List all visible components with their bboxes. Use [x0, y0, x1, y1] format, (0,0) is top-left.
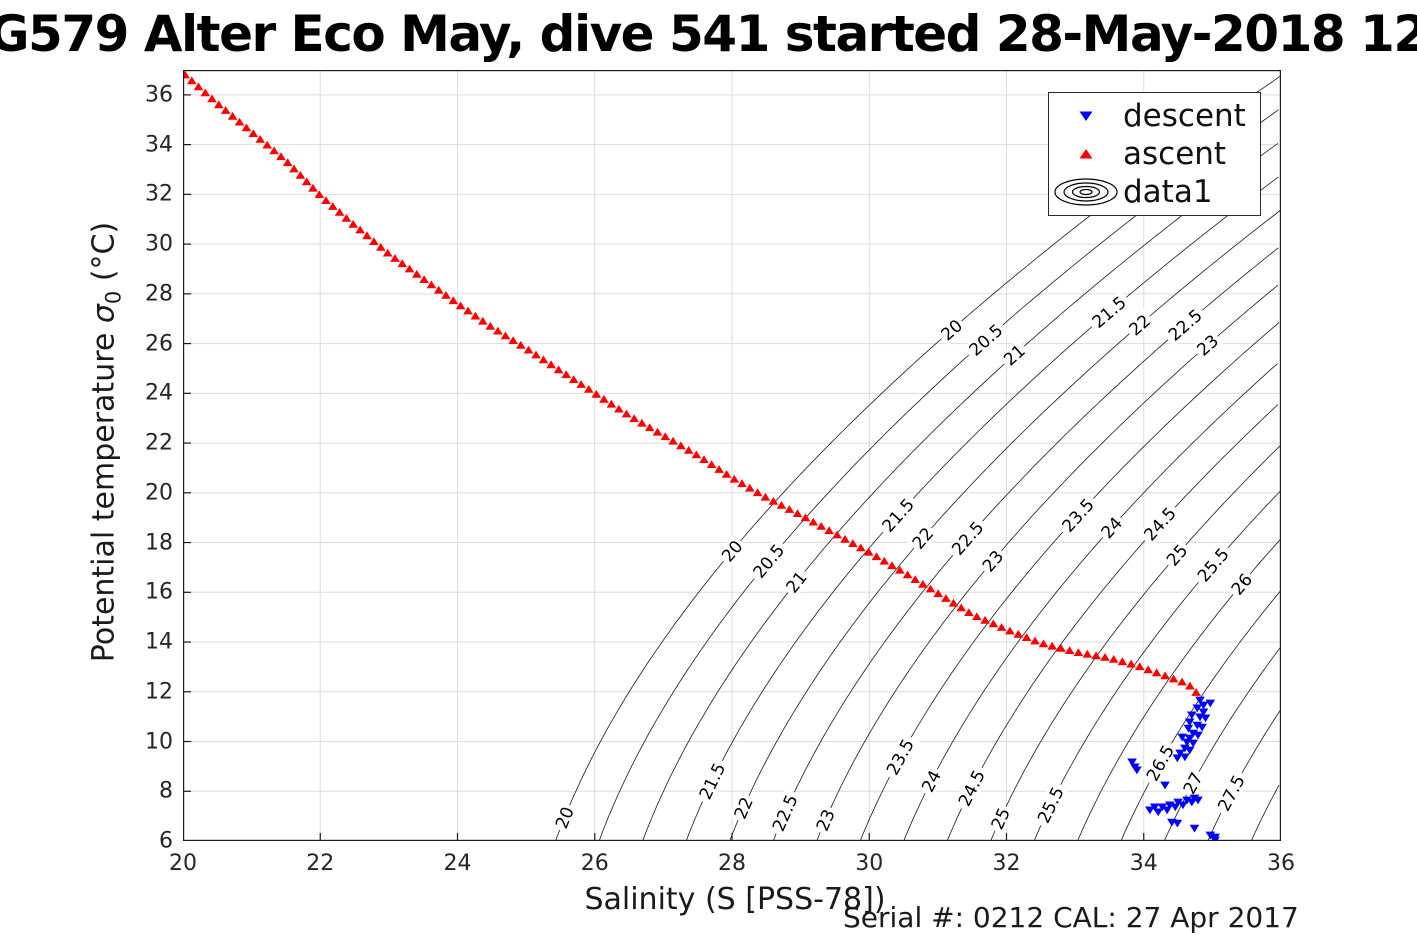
ascent-markers: [183, 70, 1201, 696]
x-tick-label: 32: [992, 851, 1021, 876]
legend-label-data1: data1: [1123, 173, 1213, 210]
y-tick-label: 12: [145, 679, 173, 705]
plot-title: SG579 Alter Eco May, dive 541 started 28…: [0, 5, 1417, 63]
y-tick-label: 24: [145, 380, 173, 406]
axis-ticks: [183, 94, 1281, 841]
y-tick-label: 8: [159, 778, 173, 804]
descent-markers: [1127, 696, 1220, 841]
legend-label-ascent: ascent: [1123, 135, 1227, 172]
x-tick-label: 22: [306, 851, 335, 876]
axes-box: [183, 70, 1281, 841]
triangle-up-icon: [1049, 147, 1123, 161]
y-tick-label: 26: [145, 331, 173, 357]
contour-rings-icon: [1049, 175, 1123, 209]
x-tick-label: 24: [443, 851, 472, 876]
svg-text:21: 21: [783, 568, 812, 597]
svg-text:21.5: 21.5: [696, 760, 731, 803]
y-tick-label: 30: [145, 231, 173, 257]
y-tick-label: 20: [145, 480, 173, 506]
svg-text:22.5: 22.5: [769, 792, 803, 835]
y-tick-label: 32: [145, 181, 173, 207]
x-tick-label: 28: [718, 851, 746, 876]
y-tick-label: 18: [145, 530, 173, 556]
x-axis-label: Salinity (S [PSS-78]): [584, 882, 886, 917]
sigma-symbol: σ: [86, 304, 122, 324]
y-tick-label: 36: [145, 82, 173, 108]
x-tick-label: 20: [169, 851, 197, 876]
x-tick-label: 26: [580, 851, 609, 876]
y-tick-label: 16: [145, 579, 173, 605]
legend-box: descent ascent data1: [1048, 92, 1261, 216]
y-tick-label: 10: [145, 729, 173, 755]
legend-item-data1: data1: [1049, 173, 1260, 211]
y-axis-label-text: Potential temperature: [86, 323, 122, 663]
y-axis-label-units: (°C): [86, 221, 122, 291]
legend-item-ascent: ascent: [1049, 135, 1260, 173]
x-tick-label: 36: [1267, 851, 1295, 876]
serial-caption: Serial #: 0212 CAL: 27 Apr 2017: [843, 901, 1299, 934]
svg-text:24.5: 24.5: [955, 767, 990, 810]
x-tick-label: 30: [855, 851, 884, 876]
y-tick-label: 6: [159, 828, 173, 854]
triangle-down-icon: [1049, 109, 1123, 123]
legend-item-descent: descent: [1049, 97, 1260, 135]
sigma-subscript: 0: [101, 290, 126, 305]
x-tick-label: 34: [1129, 851, 1158, 876]
svg-text:27: 27: [1180, 769, 1208, 798]
legend-label-descent: descent: [1123, 97, 1246, 134]
y-tick-label: 28: [145, 281, 173, 307]
y-tick-label: 34: [145, 132, 173, 158]
svg-text:25.5: 25.5: [1034, 784, 1069, 827]
y-axis-label: Potential temperature σ0 (°C): [87, 222, 126, 662]
y-tick-label: 22: [145, 430, 173, 456]
y-tick-label: 14: [145, 629, 173, 655]
